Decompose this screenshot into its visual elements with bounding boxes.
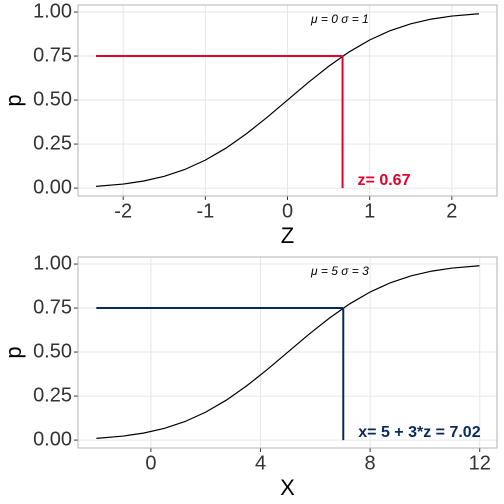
y-tick-label: 0.25: [33, 132, 72, 154]
y-tick-label: 0.75: [33, 44, 72, 66]
x-tick-label: -2: [114, 200, 132, 222]
y-tick-label: 0.00: [33, 176, 72, 198]
x-axis-title: Z: [281, 223, 294, 248]
x-tick-label: 1: [364, 200, 375, 222]
y-axis-title: p: [1, 94, 26, 106]
y-tick-label: 0.50: [33, 340, 72, 362]
y-tick-label: 1.00: [33, 0, 72, 22]
y-tick-label: 0.25: [33, 384, 72, 406]
x-tick-label: 2: [446, 200, 457, 222]
panel-border: [77, 256, 498, 449]
params-label: μ = 5 σ = 3: [310, 264, 369, 278]
x-tick-label: -1: [196, 200, 214, 222]
y-tick-label: 0.50: [33, 88, 72, 110]
cdf-line: [96, 13, 479, 187]
x-tick-label: 4: [255, 452, 266, 474]
x-tick-label: 8: [365, 452, 376, 474]
quantile-label: z= 0.67: [358, 172, 411, 189]
x-axis-title: X: [280, 475, 295, 500]
x-tick-label: 0: [145, 452, 156, 474]
y-tick-label: 0.75: [33, 296, 72, 318]
quantile-label: x= 5 + 3*z = 7.02: [358, 424, 480, 441]
y-axis-title: p: [1, 346, 26, 358]
params-label: μ = 0 σ = 1: [310, 12, 369, 26]
x-tick-label: 12: [469, 452, 491, 474]
x-tick-label: 0: [282, 200, 293, 222]
panel-border: [77, 4, 498, 197]
cdf-line: [96, 265, 480, 439]
y-tick-label: 0.00: [33, 428, 72, 450]
y-tick-label: 1.00: [33, 252, 72, 274]
